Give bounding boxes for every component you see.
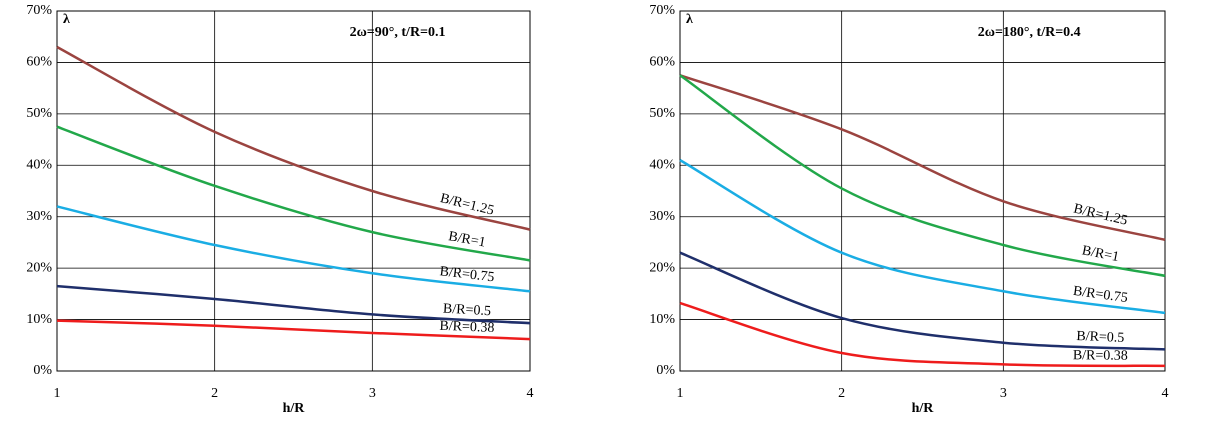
y-tick-label: 60%: [26, 55, 52, 70]
chart-title: 2ω=180°, t/R=0.4: [978, 25, 1081, 40]
series-line: [56, 284, 531, 325]
y-axis-label: λ: [686, 12, 693, 27]
plot-frame: [56, 10, 531, 372]
y-tick-label: 30%: [649, 209, 675, 224]
series-line: [679, 301, 1166, 368]
series-label: B/R=0.38: [439, 319, 495, 336]
y-tick-label: 10%: [649, 312, 675, 327]
series-line: [56, 205, 531, 293]
y-tick-label: 70%: [649, 3, 675, 18]
series-label: B/R=0.38: [1073, 348, 1128, 364]
y-tick-label: 10%: [26, 312, 52, 327]
y-tick-label: 0%: [33, 363, 52, 378]
series-label: B/R=0.75: [1072, 284, 1128, 306]
y-tick-label: 50%: [26, 106, 52, 121]
x-tick-label: 1: [677, 386, 684, 401]
series-label: B/R=1.25: [1072, 201, 1129, 228]
y-tick-label: 60%: [649, 55, 675, 70]
y-tick-label: 40%: [649, 158, 675, 173]
y-tick-label: 20%: [649, 260, 675, 275]
y-tick-label: 50%: [649, 106, 675, 121]
series-line: [56, 45, 531, 231]
x-tick-label: 3: [369, 386, 376, 401]
series-label: B/R=1: [447, 229, 487, 250]
series-label: B/R=0.5: [1076, 329, 1125, 346]
y-tick-label: 20%: [26, 260, 52, 275]
series-line: [679, 74, 1166, 278]
y-axis-label: λ: [63, 12, 70, 27]
x-tick-label: 4: [527, 386, 534, 401]
y-tick-label: 0%: [656, 363, 675, 378]
plot-frame: [679, 10, 1166, 372]
x-axis-label: h/R: [912, 401, 935, 416]
x-tick-label: 2: [838, 386, 845, 401]
y-tick-label: 70%: [26, 3, 52, 18]
series-label: B/R=1: [1081, 243, 1121, 265]
series-line: [679, 251, 1166, 351]
series-line: [56, 319, 531, 341]
x-tick-label: 1: [54, 386, 61, 401]
y-tick-label: 40%: [26, 158, 52, 173]
series-line: [56, 125, 531, 262]
x-axis-label: h/R: [283, 401, 306, 416]
chart-title: 2ω=90°, t/R=0.1: [350, 25, 446, 40]
series-label: B/R=0.5: [443, 302, 492, 320]
x-tick-label: 4: [1162, 386, 1169, 401]
x-tick-label: 3: [1000, 386, 1007, 401]
series-label: B/R=0.75: [439, 264, 495, 285]
y-tick-label: 30%: [26, 209, 52, 224]
x-tick-label: 2: [211, 386, 218, 401]
series-line: [679, 74, 1166, 242]
series-line: [679, 159, 1166, 315]
